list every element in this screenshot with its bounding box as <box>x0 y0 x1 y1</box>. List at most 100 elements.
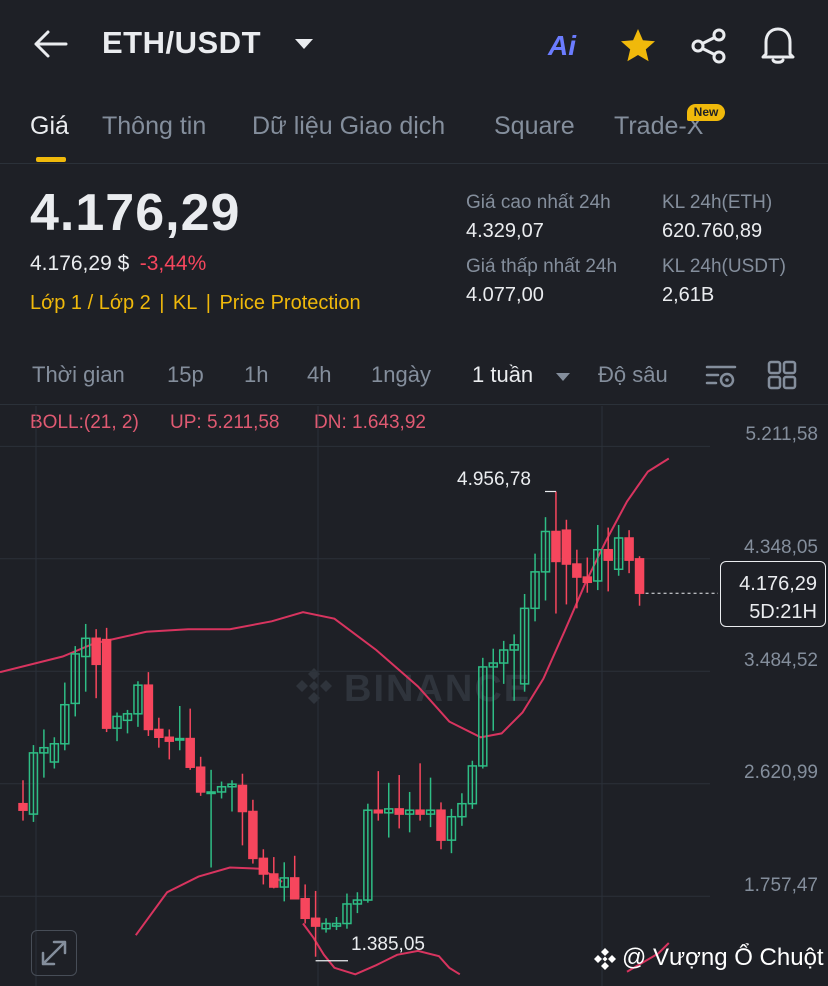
back-arrow-icon[interactable] <box>30 26 70 62</box>
timeframe-15p[interactable]: 15p <box>167 362 204 387</box>
candle <box>154 717 164 748</box>
candle-body <box>49 743 60 763</box>
bell-icon[interactable] <box>758 24 798 66</box>
candle <box>80 623 91 692</box>
vol-usdt-label: KL 24h(USDT) <box>662 256 786 277</box>
candle-body <box>237 784 248 813</box>
candle-body <box>18 802 28 811</box>
toolbar-divider <box>0 404 828 405</box>
candle <box>446 808 457 854</box>
candle-body <box>206 791 216 795</box>
boll-lower-band <box>134 866 283 936</box>
candle-body <box>394 808 404 815</box>
tab-thong-tin[interactable]: Thông tin <box>102 112 207 140</box>
ai-label: Ai <box>548 30 576 61</box>
candle <box>415 763 425 821</box>
vol-eth-value: 620.760,89 <box>662 220 763 242</box>
tag-links-row: Lớp 1 / Lớp 2 | KL | Price Protection <box>30 292 361 315</box>
timeframe-4h[interactable]: 4h <box>307 362 332 387</box>
candle-body <box>91 637 101 666</box>
candle <box>634 556 645 606</box>
kl-link[interactable]: KL <box>172 292 198 314</box>
indicator-settings-icon[interactable] <box>704 360 738 390</box>
candle-body <box>425 809 436 815</box>
pair-title[interactable]: ETH/USDT <box>102 25 261 60</box>
candle <box>258 849 269 885</box>
current-price-label: 4.176,29 <box>739 573 817 595</box>
tab-du-lieu-giao-dich[interactable]: Dữ liệu Giao dịch <box>252 112 446 140</box>
tag-separator: | <box>159 292 165 314</box>
candle-body <box>164 736 175 742</box>
candle-body <box>279 877 289 888</box>
binance-watermark: BINANCE <box>296 664 535 718</box>
candle <box>624 530 634 574</box>
candle-body <box>363 809 373 901</box>
candle <box>185 708 195 770</box>
binance-logo-icon <box>292 664 336 718</box>
timeframe-depth[interactable]: Độ sâu <box>598 362 668 387</box>
ai-icon[interactable]: Ai <box>548 30 576 62</box>
last-price: 4.176,29 <box>30 184 241 242</box>
candle-body <box>269 873 279 888</box>
low-annotation: 1.385,05 <box>351 934 425 955</box>
candlestick-chart[interactable] <box>0 406 828 986</box>
credit-logo-icon <box>592 946 618 972</box>
y-tick-label: 2.620,99 <box>744 762 818 783</box>
candle <box>49 737 60 769</box>
y-tick-label: 3.484,52 <box>744 650 818 671</box>
candle-body <box>530 571 540 610</box>
candle <box>498 640 509 684</box>
candle <box>133 681 143 727</box>
price-protection-link[interactable]: Price Protection <box>219 292 361 314</box>
candle-body <box>321 922 331 930</box>
candle <box>436 802 446 850</box>
credit-text: @ Vượng Ổ Chuột <box>622 944 824 971</box>
candle <box>164 729 175 760</box>
candle <box>467 760 478 809</box>
candle-body <box>446 815 457 841</box>
candle <box>551 491 561 614</box>
candle <box>582 557 593 593</box>
candle <box>122 709 133 734</box>
timeframe-1day[interactable]: 1ngày <box>371 362 431 387</box>
candle-body <box>342 903 352 925</box>
dropdown-caret-icon[interactable] <box>292 36 316 52</box>
candle <box>279 862 289 902</box>
candle <box>519 593 530 692</box>
active-tab-indicator <box>36 157 66 162</box>
price-sub-row: 4.176,29 $ -3,44% <box>30 252 206 276</box>
vol-usdt-value: 2,61B <box>662 284 715 306</box>
new-badge: New <box>687 104 725 121</box>
boll-upper-band <box>0 457 670 739</box>
fullscreen-button[interactable] <box>31 930 77 976</box>
candle <box>18 780 28 821</box>
candle-body <box>384 808 394 814</box>
candle <box>112 712 122 742</box>
tabs-divider <box>0 163 828 164</box>
candle-body <box>613 537 624 571</box>
star-icon[interactable] <box>618 26 658 66</box>
boll-lower-band <box>626 942 670 973</box>
candle-body <box>572 563 582 578</box>
share-icon[interactable] <box>689 26 729 66</box>
layer-link[interactable]: Lớp 1 / Lớp 2 <box>30 292 151 314</box>
tab-gia[interactable]: Giá <box>30 112 69 140</box>
tab-square[interactable]: Square <box>494 112 575 140</box>
timeframe-caret-icon[interactable] <box>554 370 572 382</box>
timeframe-1week[interactable]: 1 tuần <box>472 362 534 387</box>
candle <box>425 777 436 828</box>
candle <box>603 527 613 592</box>
candle-body <box>70 653 80 705</box>
candle-body <box>60 703 70 745</box>
price-change: -3,44% <box>139 252 207 275</box>
layout-grid-icon[interactable] <box>767 360 797 390</box>
candle <box>237 773 248 846</box>
candle-body <box>143 684 154 731</box>
timeframe-time[interactable]: Thời gian <box>32 362 125 387</box>
y-tick-label: 1.757,47 <box>744 875 818 896</box>
candle-body <box>175 737 185 741</box>
low-24h-label: Giá thấp nhất 24h <box>466 256 618 277</box>
candle <box>352 892 363 914</box>
candle-body <box>185 737 195 768</box>
timeframe-1h[interactable]: 1h <box>244 362 269 387</box>
